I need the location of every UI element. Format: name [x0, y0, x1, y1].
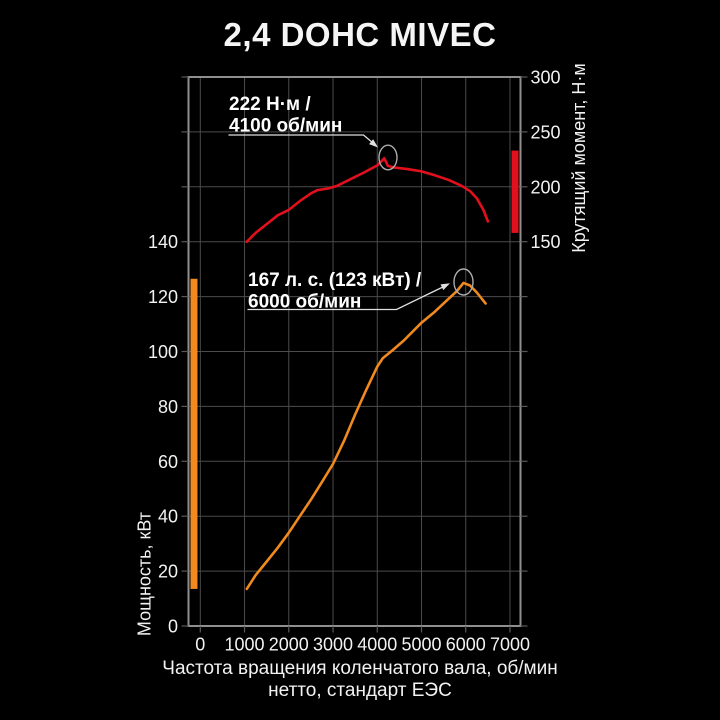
y-left-tick-label: 20 — [158, 562, 178, 582]
x-tick-label: 6000 — [446, 635, 486, 655]
torque-curve — [245, 157, 490, 243]
power-peak-leader-line — [247, 283, 449, 311]
x-tick-label: 4000 — [357, 635, 397, 655]
x-tick-label: 7000 — [490, 635, 530, 655]
torque-peak-arrow-icon — [369, 139, 378, 148]
y-left-tick-label: 60 — [158, 452, 178, 472]
y-right-axis-label: Крутящий момент, Н·м — [569, 63, 589, 253]
power-range-bar — [190, 278, 198, 589]
y-left-tick-label: 80 — [158, 397, 178, 417]
y-right-tick-label: 150 — [531, 232, 561, 252]
torque-peak-marker-ellipse — [378, 144, 398, 171]
power-peak-label-line1: 167 л. с. (123 кВт) / — [248, 270, 422, 291]
y-left-tick-label: 140 — [148, 232, 178, 252]
y-left-tick-label: 100 — [148, 342, 178, 362]
x-axis-label: Частота вращения коленчатого вала, об/ми… — [162, 658, 557, 679]
x-axis-sublabel: нетто, стандарт ЕЭС — [268, 680, 452, 701]
y-right-tick-label: 200 — [531, 177, 561, 197]
y-left-tick-label: 0 — [168, 617, 178, 637]
y-left-tick-label: 40 — [158, 507, 178, 527]
chart-title: 2,4 DOHC MIVEC — [223, 16, 497, 53]
torque-peak-leader-line — [228, 134, 377, 147]
x-tick-label: 2000 — [269, 635, 309, 655]
y-right-tick-label: 250 — [531, 122, 561, 142]
power-curve — [245, 281, 487, 591]
x-tick-label: 1000 — [225, 635, 265, 655]
y-right-tick-label: 300 — [531, 68, 561, 88]
torque-peak-label-line2: 4100 об/мин — [229, 116, 342, 137]
x-tick-label: 5000 — [401, 635, 441, 655]
power-peak-label-line2: 6000 об/мин — [248, 292, 361, 313]
torque-peak-label-line1: 222 Н·м / — [229, 94, 311, 115]
power-peak-marker-ellipse — [453, 268, 474, 296]
torque-range-bar — [511, 150, 519, 233]
x-tick-label: 3000 — [313, 635, 353, 655]
power-peak-arrow-icon — [440, 283, 450, 291]
y-left-tick-label: 120 — [148, 287, 178, 307]
x-tick-label: 0 — [195, 635, 205, 655]
y-left-axis-label: Мощность, кВт — [135, 512, 155, 636]
